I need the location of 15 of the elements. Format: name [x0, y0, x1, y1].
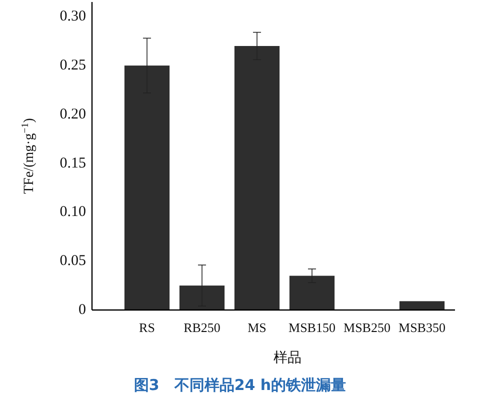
x-tick-label: MSB250 — [344, 320, 390, 335]
y-tick-label: 0.25 — [60, 58, 86, 74]
y-tick-label: 0.20 — [60, 106, 86, 122]
x-tick-label: MSB150 — [288, 320, 336, 335]
y-tick-label: 0.15 — [60, 155, 86, 172]
y-tick-label: 0.30 — [60, 8, 86, 25]
y-tick-label: 0.05 — [60, 253, 86, 270]
x-axis-title: 样品 — [274, 350, 302, 366]
y-tick-label: 0 — [78, 302, 86, 318]
x-tick-label: MS — [248, 320, 266, 335]
x-tick-label: RS — [139, 320, 155, 335]
y-tick-label: 0.10 — [60, 204, 86, 220]
x-tick-label: MSB350 — [398, 320, 446, 335]
x-tick-label: RB250 — [184, 320, 220, 335]
caption: 图3 不同样品24 h的铁泄漏量 — [134, 376, 346, 394]
